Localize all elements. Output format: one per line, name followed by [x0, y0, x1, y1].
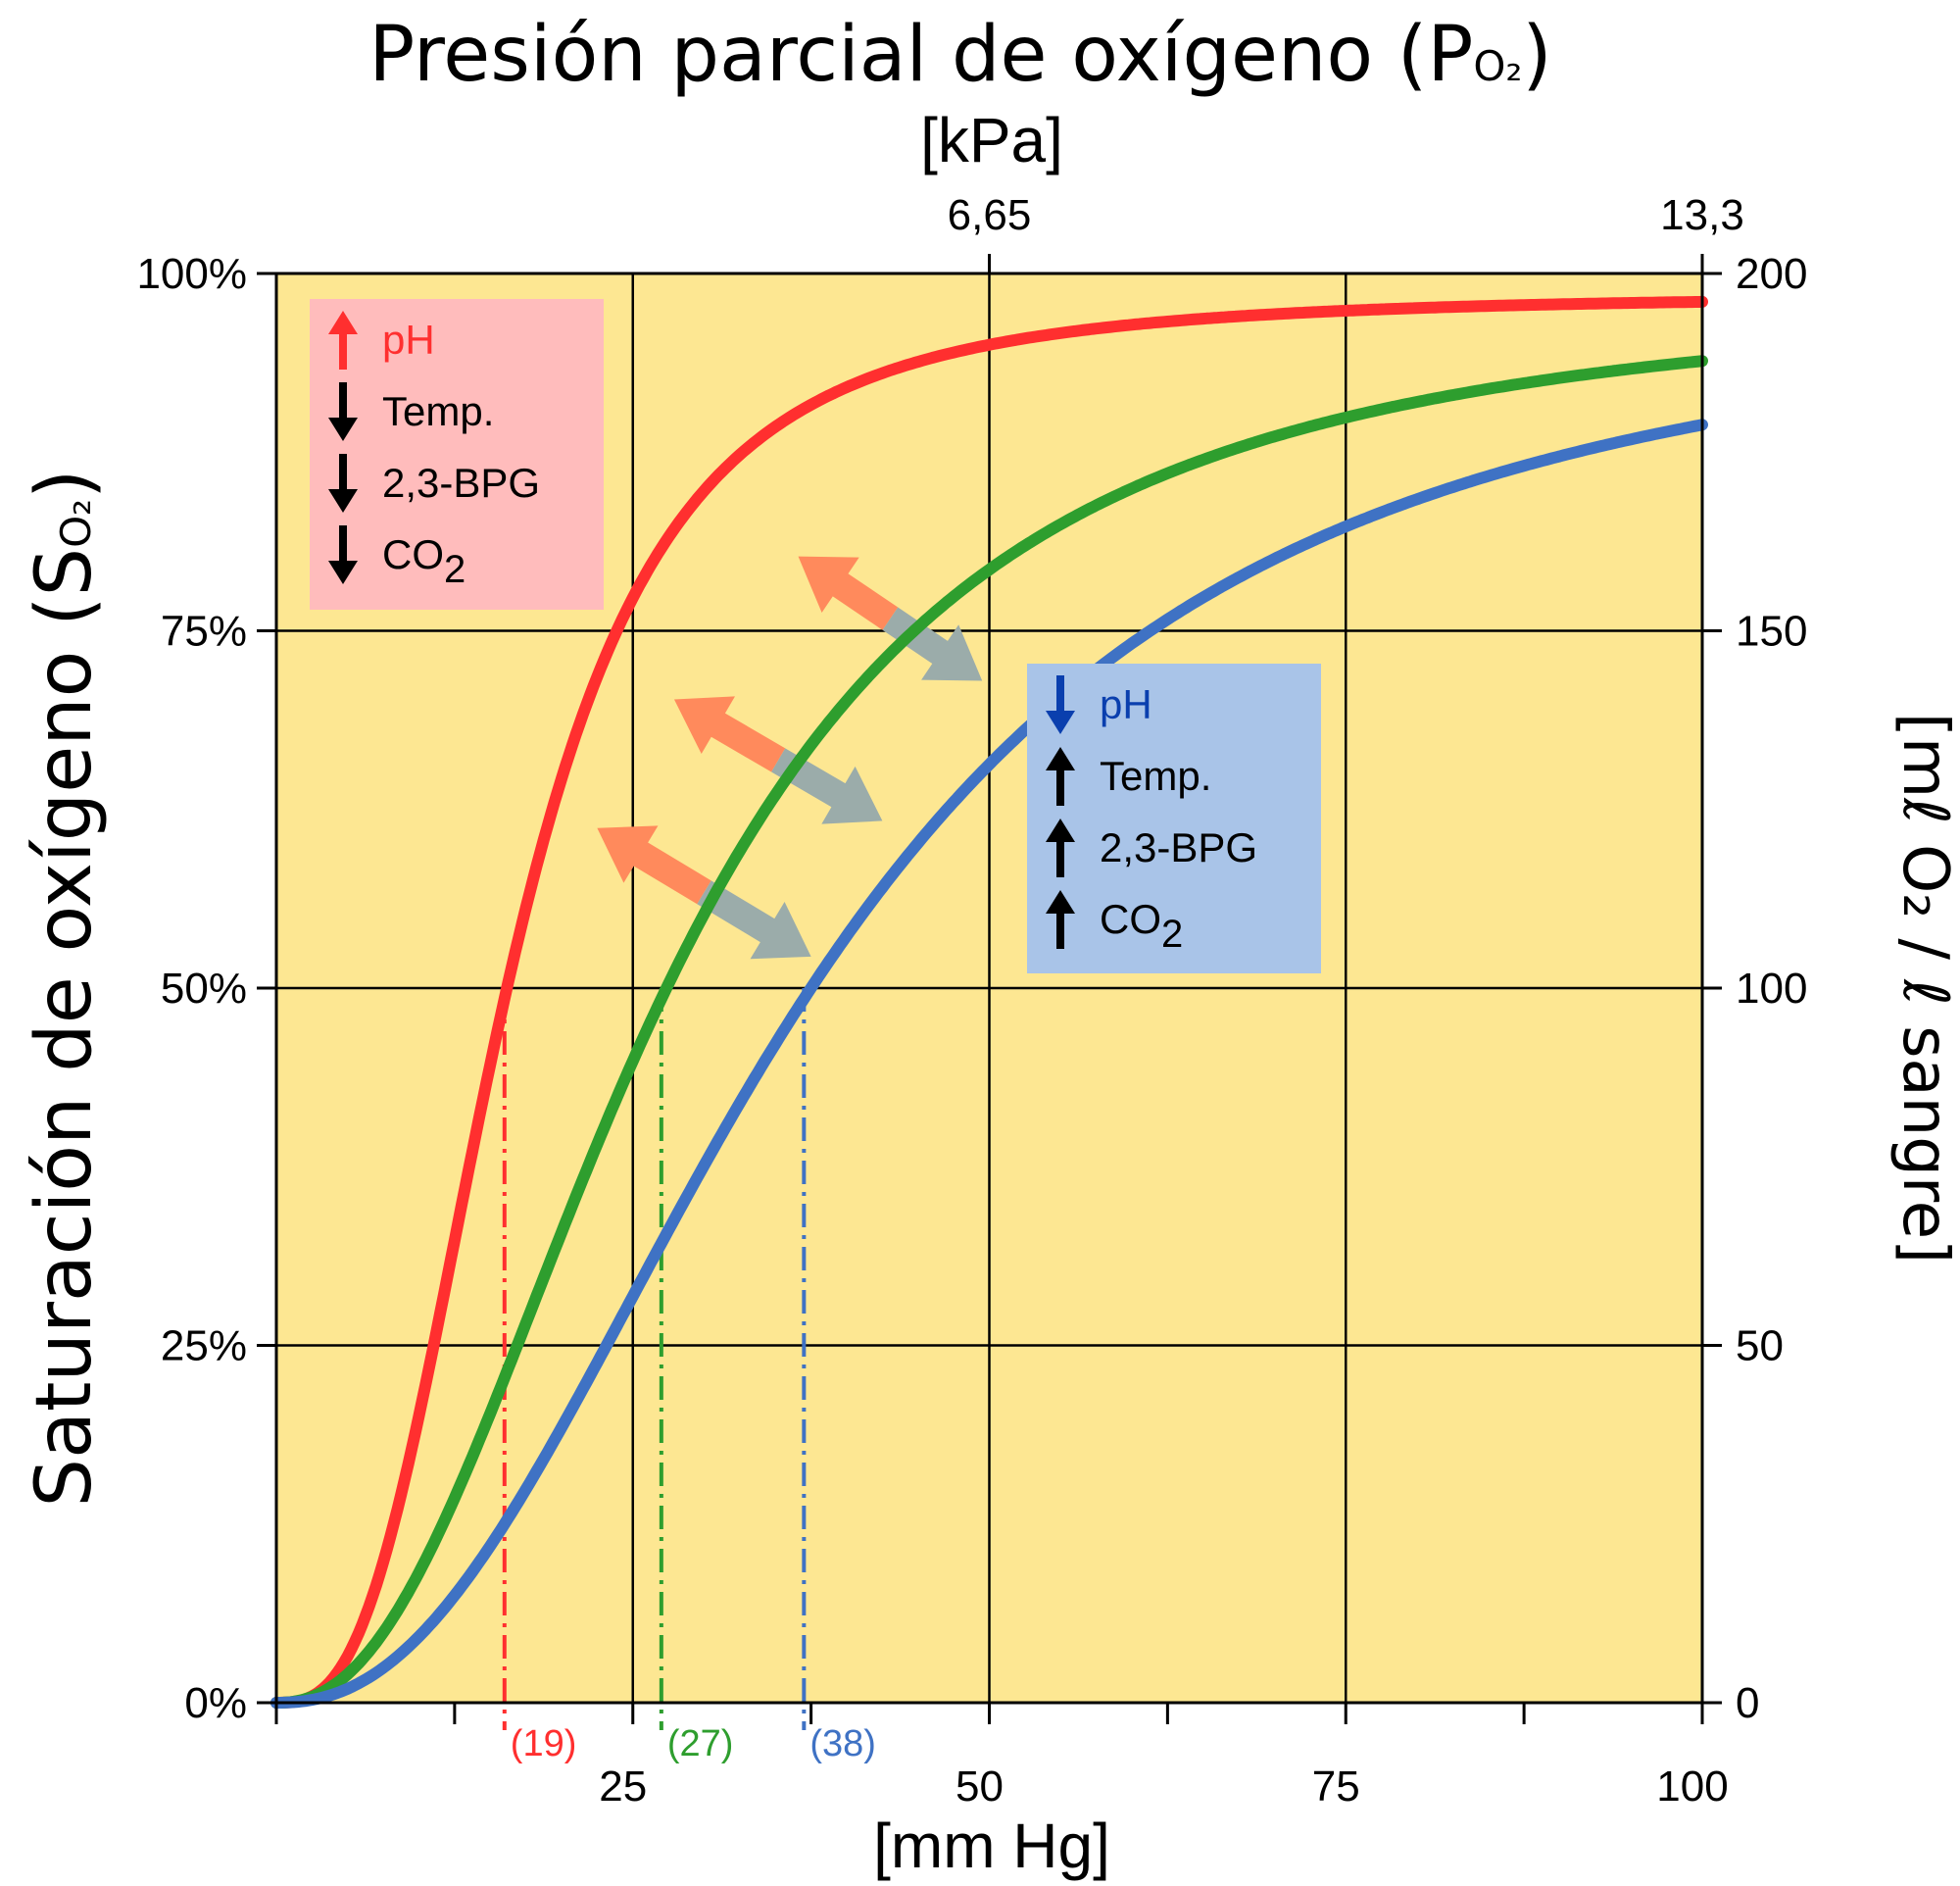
- curve-left: [270, 295, 1708, 1709]
- shift-arrows: [597, 556, 983, 960]
- y2-tick-label: 0: [1736, 1679, 1759, 1727]
- y-axis-title: Saturación de oxígeno (SO₂): [21, 470, 109, 1508]
- shift-arrow-left-2: [597, 825, 711, 905]
- p50-label-right: (38): [809, 1723, 876, 1764]
- legend-left-shift-arrow-down-icon-1: [328, 418, 358, 441]
- legend-left-shift-arrow-up-icon-0: [328, 311, 358, 334]
- top-tick-label: 6,65: [948, 191, 1032, 239]
- curve-right: [270, 419, 1708, 1709]
- x-tick-label: 50: [956, 1762, 1004, 1811]
- axes: 0% 25% 50% 75% 100% 0 50 100 150 200 25 50 75 100 6,65…: [136, 191, 1807, 1811]
- top-unit: [kPa]: [920, 105, 1063, 175]
- y2-tick-label: 100: [1736, 965, 1807, 1013]
- x-tick-label: 25: [599, 1762, 647, 1811]
- legend-left-shift-label-2: 2,3-BPG: [382, 460, 540, 506]
- y-tick-label: 25%: [161, 1322, 247, 1370]
- x-tick-label: 75: [1312, 1762, 1360, 1811]
- top-title: Presión parcial de oxígeno (PO₂): [368, 11, 1551, 99]
- y-tick-label: 100%: [136, 250, 247, 298]
- legend-left-shift-bg: [310, 299, 604, 610]
- shift-arrow-left-0: [798, 556, 899, 630]
- legend-right-shift-label-1: Temp.: [1100, 753, 1211, 799]
- x-tick-label: 100: [1656, 1762, 1728, 1811]
- legend-left-shift-label-3: CO2: [382, 531, 466, 591]
- legend-left-shift-label-0: pH: [382, 317, 435, 363]
- y-tick-label: 0%: [184, 1679, 247, 1727]
- axis-titles: Presión parcial de oxígeno (PO₂) [kPa] […: [21, 11, 1960, 1881]
- curve-normal: [270, 355, 1708, 1709]
- p50-label-normal: (27): [667, 1723, 734, 1764]
- legend-right-shift-arrow-up-icon-1: [1046, 747, 1075, 770]
- y2-tick-label: 50: [1736, 1322, 1784, 1370]
- legend-boxes: pH Temp. 2,3-BPG CO2 pH Temp. 2,3-BPG CO2: [310, 299, 1321, 973]
- y2-axis-title: [mℓ O₂ / ℓ sangre]: [1888, 713, 1960, 1264]
- legend-right-shift-label-2: 2,3-BPG: [1100, 824, 1257, 870]
- shift-arrow-right-2: [697, 880, 811, 960]
- shift-arrow-right-0: [882, 607, 983, 681]
- top-tick-label: 13,3: [1660, 191, 1744, 239]
- p50-marker-lines: (19) (27) (38): [502, 988, 876, 1764]
- y2-tick-label: 150: [1736, 608, 1807, 656]
- shift-arrow-left-1: [673, 696, 786, 772]
- x-axis-title: [mm Hg]: [873, 1811, 1110, 1881]
- legend-right-shift-arrow-down-icon-0: [1046, 711, 1075, 734]
- legend-left-shift-arrow-down-icon-2: [328, 489, 358, 513]
- p50-label-left: (19): [511, 1723, 577, 1764]
- dissociation-curves: [270, 295, 1708, 1709]
- legend-right-shift-arrow-up-icon-2: [1046, 819, 1075, 842]
- legend-left-shift-label-1: Temp.: [382, 388, 494, 434]
- top-title-sub: O₂: [1473, 42, 1522, 90]
- legend-left-shift-arrow-down-icon-3: [328, 561, 358, 584]
- y-tick-label: 50%: [161, 965, 247, 1013]
- y-tick-label: 75%: [161, 608, 247, 656]
- legend-left-shift: pH Temp. 2,3-BPG CO2: [310, 299, 604, 610]
- legend-right-shift-bg: [1027, 664, 1321, 973]
- y2-tick-label: 200: [1736, 250, 1807, 298]
- legend-right-shift-label-3: CO2: [1100, 896, 1183, 956]
- legend-right-shift-label-0: pH: [1100, 681, 1152, 727]
- legend-right-shift: pH Temp. 2,3-BPG CO2: [1027, 664, 1321, 973]
- legend-right-shift-arrow-up-icon-3: [1046, 890, 1075, 914]
